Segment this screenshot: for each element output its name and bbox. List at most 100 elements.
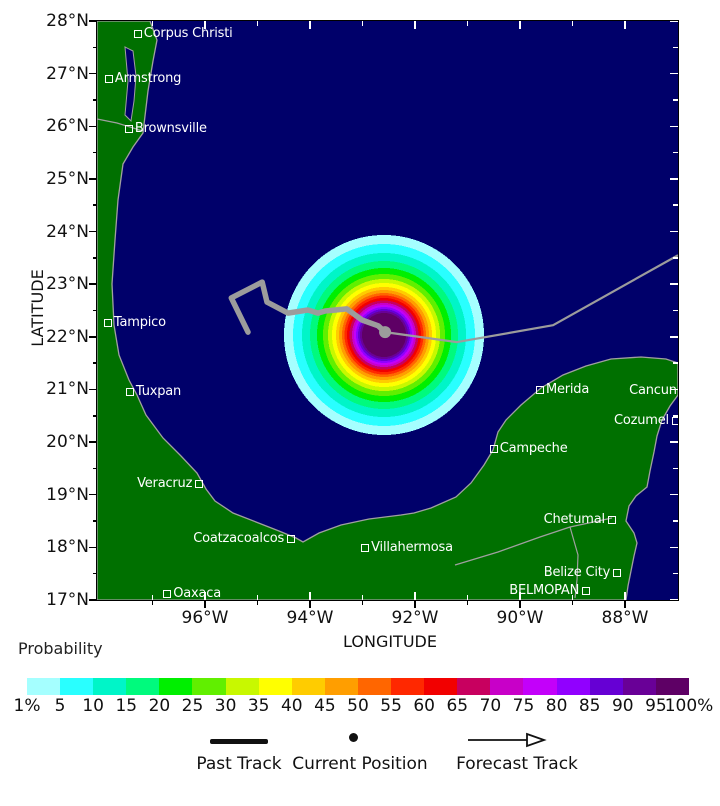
tick-mark	[93, 520, 97, 522]
colorbar-segment	[192, 678, 226, 695]
tick-mark	[673, 257, 678, 259]
past-track-symbol	[210, 739, 268, 744]
lat-tick-label: 25°N	[46, 168, 89, 189]
tick-mark	[673, 309, 678, 312]
city-square-icon	[671, 417, 678, 426]
city-label: Coatzacoalcos	[193, 530, 285, 546]
tick-mark	[89, 599, 97, 601]
current-position-dot	[379, 326, 392, 339]
tick-mark	[673, 151, 678, 154]
lat-tick-label: 26°N	[46, 116, 89, 137]
city-label: Merida	[545, 381, 590, 397]
colorbar-segment	[589, 678, 623, 695]
tick-mark	[204, 21, 206, 29]
city-label: Brownsville	[134, 120, 207, 136]
tick-mark	[670, 388, 678, 391]
colorbar-tick-label: 35	[247, 696, 270, 716]
city-square-icon	[133, 30, 142, 39]
lat-tick-label: 27°N	[46, 63, 89, 84]
colorbar-tick-label: 55	[380, 696, 402, 716]
tick-mark	[361, 601, 364, 605]
city-label: Campeche	[499, 440, 568, 456]
tick-mark	[93, 257, 97, 259]
lat-tick-label: 23°N	[46, 274, 89, 295]
colorbar-tick-label: 70	[479, 696, 502, 716]
tick-mark	[151, 601, 154, 605]
tick-mark	[93, 151, 97, 154]
tick-mark	[414, 601, 416, 608]
colorbar-segment	[60, 678, 94, 695]
tick-mark	[89, 20, 97, 22]
city-square-icon	[104, 74, 113, 83]
city-label: BELMOPAN	[509, 583, 580, 599]
colorbar-tick-label: 65	[446, 696, 469, 716]
tick-mark	[151, 595, 154, 600]
lon-tick-label: 94°W	[286, 608, 334, 628]
colorbar-tick-labels: 1% 5 10 15 20 25 30 35 40 45 50 55 60 65 70 75 80 85 90 95 1…	[14, 696, 714, 716]
colorbar-tick-label: 95	[645, 696, 667, 716]
colorbar-tick-label: 100%	[664, 696, 714, 716]
tick-mark	[673, 46, 678, 49]
lat-tick-label: 24°N	[46, 221, 89, 242]
tick-mark	[89, 336, 97, 338]
tick-mark	[414, 21, 416, 29]
tick-mark	[670, 546, 678, 549]
colorbar-tick-label: 30	[214, 696, 237, 716]
city-square-icon	[489, 444, 498, 453]
city-square-icon	[287, 534, 296, 543]
tick-mark	[673, 99, 678, 101]
colorbar-tick-label: 15	[115, 696, 138, 716]
city-label: Oaxaca	[173, 586, 221, 600]
city-square-icon	[103, 319, 112, 328]
tick-mark	[93, 572, 97, 575]
city-square-icon	[535, 385, 544, 394]
tick-mark	[309, 601, 311, 608]
tick-mark	[670, 72, 678, 75]
country-border-line	[569, 526, 579, 599]
lon-tick-label: 90°W	[496, 608, 544, 628]
colorbar-tick-label: 60	[413, 696, 435, 716]
forecast-track-legend-label: Forecast Track	[456, 754, 578, 774]
tick-mark	[89, 72, 97, 75]
country-border-line	[97, 118, 144, 132]
tick-mark	[624, 601, 626, 608]
land-ocean-layer	[97, 21, 678, 600]
city-square-icon	[361, 543, 370, 552]
tick-mark	[624, 21, 626, 29]
city-label: Cancun	[629, 383, 677, 399]
tick-mark	[93, 362, 97, 364]
storm-track-layer	[228, 254, 678, 344]
tick-mark	[673, 572, 678, 575]
colorbar-segment	[357, 678, 392, 695]
tick-mark	[670, 336, 678, 338]
city-label: Tampico	[113, 315, 166, 331]
tick-mark	[89, 178, 97, 180]
lat-tick-label: 19°N	[46, 484, 89, 505]
tick-mark	[466, 595, 469, 600]
tick-mark	[673, 362, 678, 364]
colorbar-segment	[391, 678, 425, 695]
tick-mark	[256, 601, 259, 605]
map-canvas: Corpus Christi Armstrong Brownsville Tampic…	[96, 20, 679, 601]
colorbar-segment	[424, 678, 458, 695]
colorbar-segment	[159, 678, 193, 695]
city-label: Belize City	[543, 565, 611, 581]
city-label: Chetumal	[543, 511, 605, 527]
colorbar-tick-label: 40	[280, 696, 303, 716]
current-position-legend-label: Current Position	[292, 754, 428, 774]
colorbar-tick-label: 80	[545, 696, 568, 716]
lat-tick-label: 17°N	[46, 589, 89, 610]
tick-mark	[670, 493, 678, 496]
probability-colorbar	[27, 678, 689, 695]
tick-mark	[670, 178, 678, 180]
colorbar-title: Probability	[18, 639, 103, 658]
tick-mark	[670, 599, 678, 600]
colorbar-segment	[93, 678, 127, 695]
colorbar-segment	[27, 678, 61, 695]
forecast-track-line	[384, 254, 678, 344]
city-label: Armstrong	[114, 70, 182, 86]
tick-mark	[670, 441, 678, 443]
city-label: Veracruz	[137, 476, 193, 492]
colorbar-tick-label: 45	[314, 696, 336, 716]
tick-mark	[571, 21, 574, 26]
